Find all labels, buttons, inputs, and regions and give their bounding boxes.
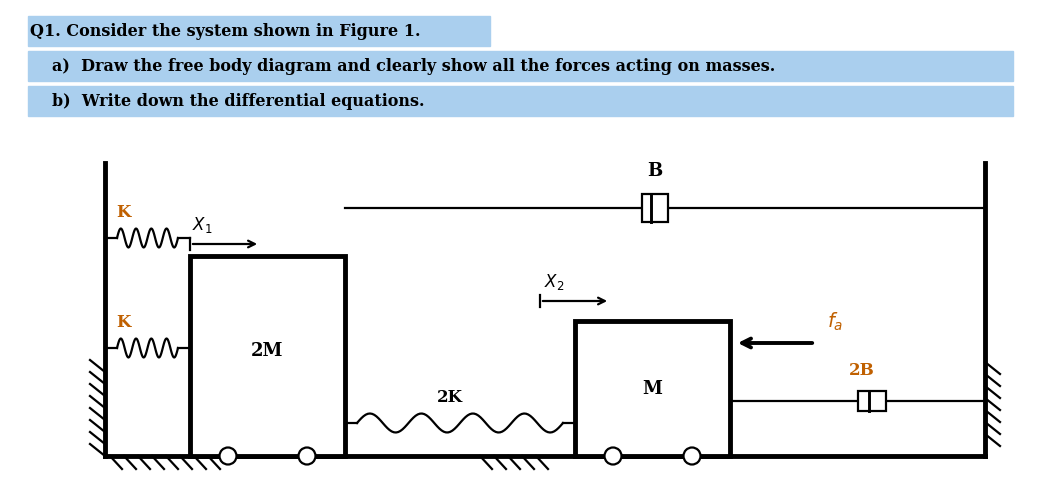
Bar [28, 16, 490, 46]
Text: 2M: 2M [251, 342, 284, 360]
Bar [642, 194, 668, 222]
Text: Q1. Consider the system shown in Figure 1.: Q1. Consider the system shown in Figure … [30, 23, 420, 40]
Bar [28, 86, 1013, 116]
Bar [190, 256, 345, 456]
Text: a)  Draw the free body diagram and clearly show all the forces acting on masses.: a) Draw the free body diagram and clearl… [52, 57, 775, 75]
Circle shape [299, 448, 316, 465]
Text: $X_1$: $X_1$ [192, 215, 212, 235]
Text: B: B [647, 162, 663, 180]
Text: 2B: 2B [850, 362, 875, 379]
Text: $X_2$: $X_2$ [544, 272, 564, 292]
Text: K: K [116, 204, 131, 221]
Bar [575, 321, 730, 456]
Bar [858, 391, 886, 411]
Circle shape [604, 448, 622, 465]
Bar [28, 51, 1013, 81]
Text: $f_a$: $f_a$ [827, 311, 843, 333]
Circle shape [219, 448, 236, 465]
Text: M: M [643, 379, 663, 397]
Circle shape [683, 448, 700, 465]
Text: 2K: 2K [437, 389, 463, 406]
Text: b)  Write down the differential equations.: b) Write down the differential equations… [52, 93, 424, 110]
Text: K: K [116, 314, 131, 331]
